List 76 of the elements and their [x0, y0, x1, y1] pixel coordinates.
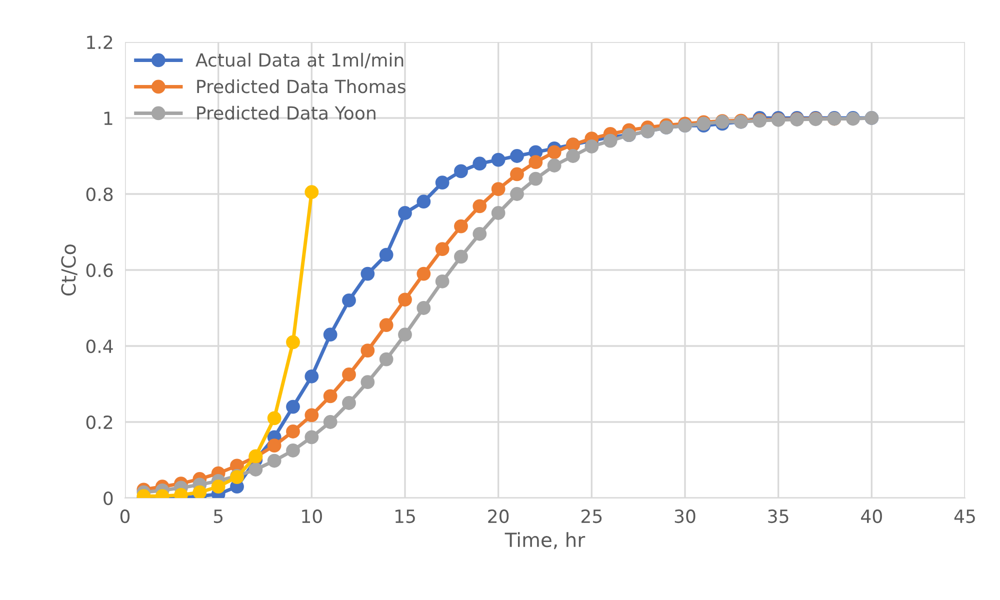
point — [510, 167, 524, 182]
point — [435, 274, 450, 288]
point — [342, 293, 356, 308]
x-tick-label: 35 — [768, 509, 788, 524]
x-tick-label: 30 — [674, 509, 696, 524]
point — [603, 134, 618, 148]
point — [435, 176, 450, 190]
point — [379, 248, 394, 262]
x-tick-label: 25 — [582, 509, 602, 524]
x-tick-label: 5 — [214, 510, 222, 524]
y-tick-label: 0.2 — [86, 415, 112, 430]
point — [286, 424, 300, 438]
point — [472, 199, 487, 214]
y-tick-label: 0.8 — [86, 187, 113, 202]
point — [435, 242, 450, 256]
y-axis-title: Ct/Co — [61, 244, 78, 296]
point — [304, 408, 319, 422]
point — [323, 415, 338, 429]
point — [342, 396, 356, 410]
x-tick-label: 20 — [488, 509, 509, 524]
point — [528, 155, 543, 170]
legend-label: Predicted Data Yoon — [197, 106, 376, 120]
y-tick-label: 0.4 — [86, 339, 113, 354]
point — [491, 206, 506, 220]
point — [472, 226, 487, 241]
point — [286, 400, 300, 414]
y-tick-label: 0.6 — [86, 263, 113, 278]
point — [416, 194, 431, 209]
point — [304, 430, 319, 444]
point — [584, 140, 599, 154]
x-tick-label: 10 — [302, 509, 322, 524]
point — [528, 172, 543, 186]
point — [286, 444, 300, 458]
legend-label: Actual Data at 1ml/min — [196, 52, 404, 68]
point — [491, 182, 506, 196]
point — [398, 328, 412, 342]
point — [416, 266, 431, 281]
point — [192, 485, 207, 498]
y-tick-label: 1 — [104, 112, 112, 125]
point — [398, 206, 412, 220]
point — [379, 318, 394, 332]
x-tick-label: 40 — [861, 509, 882, 524]
point — [510, 149, 524, 163]
y-tick-label: 0 — [104, 491, 113, 506]
point — [323, 328, 338, 342]
point — [398, 292, 412, 307]
point — [510, 187, 524, 201]
point — [360, 375, 375, 390]
x-tick-label: 45 — [954, 510, 975, 524]
point — [566, 149, 580, 163]
point — [454, 250, 468, 264]
point — [286, 335, 300, 350]
point — [360, 344, 375, 358]
x-tick-label: 0 — [120, 509, 130, 524]
point — [211, 480, 226, 494]
point — [454, 219, 468, 234]
x-tick-label: 15 — [395, 510, 415, 524]
legend-label: Predicted Data Thomas — [197, 79, 406, 94]
y-tick-label: 1.2 — [87, 35, 112, 49]
point — [267, 411, 282, 426]
point — [379, 352, 394, 366]
point — [454, 164, 468, 178]
point — [304, 185, 319, 200]
point — [472, 156, 487, 171]
point — [267, 454, 282, 468]
point — [304, 369, 319, 384]
point — [547, 158, 562, 172]
x-axis-title: Time, hr — [504, 532, 586, 550]
point — [360, 266, 375, 281]
point — [267, 438, 282, 453]
point — [491, 152, 506, 167]
point — [342, 368, 356, 382]
point — [416, 301, 431, 315]
point — [323, 389, 338, 404]
point — [547, 145, 562, 160]
point — [248, 462, 263, 476]
